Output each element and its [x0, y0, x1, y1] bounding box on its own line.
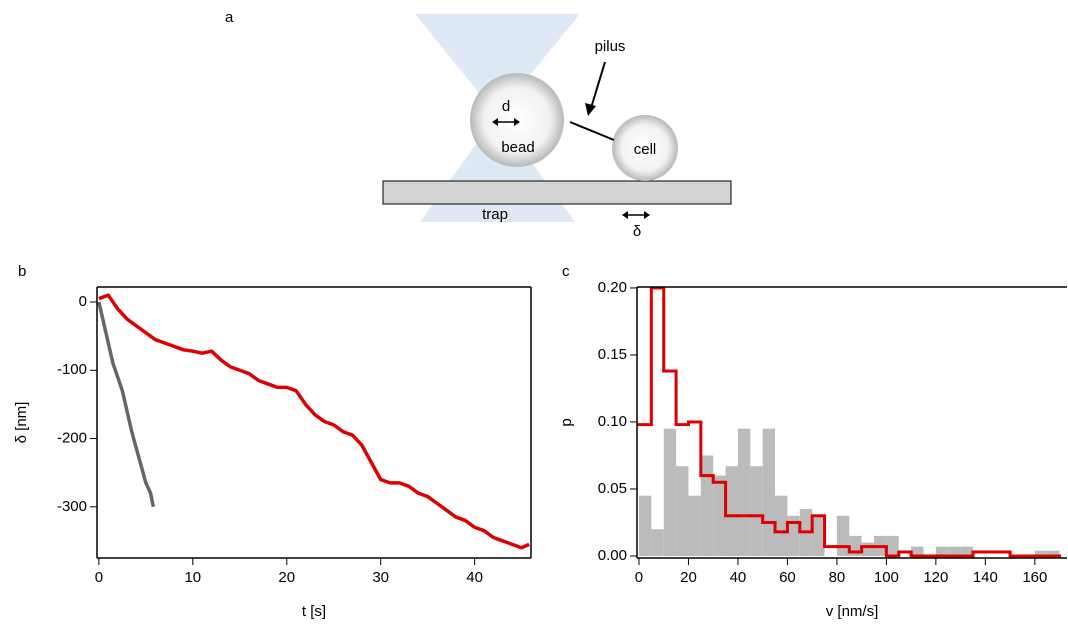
pilus-arrow [590, 61, 606, 109]
arrow-head [622, 211, 628, 219]
pilus-label: pilus [595, 38, 626, 55]
delta-label: δ [633, 223, 641, 240]
x-tick-label: 10 [184, 569, 201, 586]
bar [750, 466, 763, 556]
bar [663, 428, 677, 556]
bar [638, 495, 652, 556]
diagram: a pilus d bead cell trap δ [225, 9, 732, 240]
y-tick-label: -200 [57, 430, 87, 447]
bar [737, 428, 751, 556]
cell [612, 115, 678, 181]
y-tick-label: 0.05 [598, 480, 627, 497]
bar [1034, 550, 1048, 556]
bead-label: bead [501, 139, 534, 156]
y-axis-label: δ [nm] [13, 402, 30, 444]
bar [948, 546, 961, 556]
x-tick-label: 60 [779, 569, 796, 586]
x-tick-label: 0 [635, 569, 643, 586]
x-tick-label: 30 [372, 569, 389, 586]
bar [935, 546, 949, 556]
bar [787, 515, 800, 556]
chart: c v [nm/s] p 0 20 40 60 80 100 120 140 160 0.00 0.05 0… [558, 263, 1067, 620]
bar [676, 466, 689, 556]
arrow-head [644, 211, 650, 219]
trap-label: trap [482, 206, 508, 223]
y-tick-label: 0.00 [598, 547, 627, 564]
chart: b t [s] δ [nm] 0 10 20 30 40 0 -100 -200 -300 [13, 263, 532, 620]
panel-label: c [562, 263, 570, 280]
x-tick-label: 20 [278, 569, 295, 586]
plot-area [97, 293, 530, 550]
arrow-head [492, 118, 498, 126]
bar [651, 529, 664, 556]
trap-beam-top [415, 14, 580, 115]
bar [911, 546, 924, 556]
bar [960, 546, 973, 556]
panel-label: b [18, 263, 26, 280]
bar [725, 466, 738, 556]
x-tick-label: 160 [1022, 569, 1047, 586]
x-tick-label: 40 [730, 569, 747, 586]
bar [762, 428, 776, 556]
x-axis-label: t [s] [302, 603, 326, 620]
x-tick-label: 80 [829, 569, 846, 586]
bar [775, 495, 788, 556]
pilus-line [569, 121, 615, 141]
x-tick-label: 40 [466, 569, 483, 586]
surface [382, 180, 732, 205]
bar [688, 495, 701, 556]
panel-label: a [225, 9, 234, 26]
x-tick-label: 120 [923, 569, 948, 586]
cell-label: cell [634, 141, 657, 158]
bar [812, 515, 825, 556]
x-axis-label: v [nm/s] [826, 603, 879, 620]
y-tick-label: 0.20 [598, 279, 627, 296]
x-tick-label: 0 [95, 569, 103, 586]
x-tick-label: 100 [874, 569, 899, 586]
bar [713, 475, 726, 556]
d-label: d [502, 98, 510, 115]
bar [886, 535, 899, 556]
y-tick-label: 0.15 [598, 346, 627, 363]
plot-area [637, 286, 1062, 558]
bar [836, 515, 850, 556]
arrow-head [514, 118, 520, 126]
bar [1047, 550, 1060, 556]
y-tick-label: -100 [57, 361, 87, 378]
data-line [98, 293, 530, 550]
y-tick-label: -300 [57, 498, 87, 515]
x-tick-label: 140 [973, 569, 998, 586]
bar [861, 542, 875, 556]
y-tick-label: 0 [79, 293, 87, 310]
bar [700, 455, 714, 556]
data-line [97, 301, 156, 508]
y-axis-label: p [558, 418, 575, 426]
arrow-head [585, 103, 596, 116]
x-tick-label: 20 [680, 569, 697, 586]
y-tick-label: 0.10 [598, 413, 627, 430]
